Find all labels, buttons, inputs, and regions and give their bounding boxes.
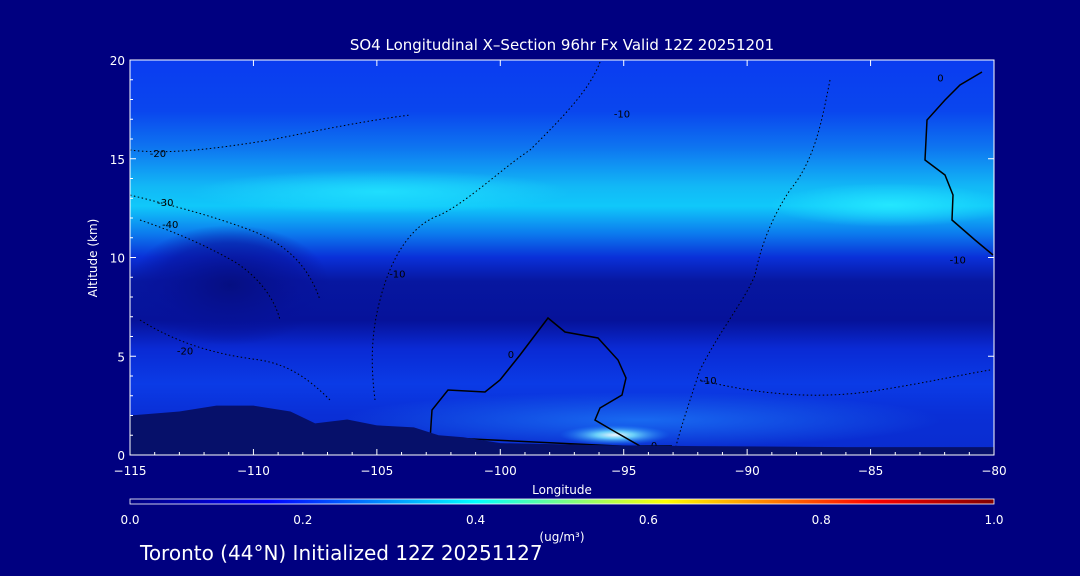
y-axis-label: Altitude (km) [86, 219, 100, 298]
x-tick-label: −95 [611, 464, 636, 478]
isotherm-minus30 [130, 194, 321, 301]
y-tick-label: 10 [110, 252, 125, 266]
contour-label: -40 [162, 220, 178, 231]
x-tick-label: −100 [484, 464, 517, 478]
y-tick-label: 15 [110, 153, 125, 167]
terrain-profile [130, 405, 994, 455]
footer-caption: Toronto (44°N) Initialized 12Z 20251127 [140, 541, 543, 565]
colorbar-tick-label: 1.0 [984, 513, 1003, 527]
x-tick-label: −105 [360, 464, 393, 478]
x-tick-label: −85 [858, 464, 883, 478]
contour-label: -20 [150, 149, 166, 160]
y-tick-label: 20 [110, 54, 125, 68]
colorbar-tick-label: 0.0 [120, 513, 139, 527]
colorbar [129, 498, 995, 505]
contour-label: 0 [508, 350, 514, 361]
colorbar-tick-label: 0.6 [639, 513, 658, 527]
contour-label: -30 [157, 198, 173, 209]
colorbar-tick-label: 0.4 [466, 513, 485, 527]
y-axis: 0 5 10 15 20 [110, 54, 994, 463]
isotherm-east-lower [699, 369, 991, 396]
surface-hot-spot [560, 425, 670, 445]
x-axis: −115 −110 −105 −100 −95 −90 −85 −80 [114, 60, 1007, 478]
contour-label: -10 [389, 269, 405, 280]
contour-label: -10 [950, 255, 966, 266]
x-axis-label: Longitude [532, 483, 592, 497]
colorbar-tick-label: 0.2 [293, 513, 312, 527]
upper-cyan-west [190, 170, 570, 214]
colorbar-ticks: 0.0 0.2 0.4 0.6 0.8 1.0 [120, 513, 1003, 527]
upper-cyan-east [770, 183, 994, 227]
x-tick-label: −80 [981, 464, 1006, 478]
contour-labels: -20-30-40-10-10-10-20-10000 [150, 74, 966, 452]
colorbar-unit: (ug/m³) [539, 530, 584, 544]
chart-title: SO4 Longitudinal X–Section 96hr Fx Valid… [350, 36, 774, 54]
concentration-field: -20-30-40-10-10-10-20-10000 [130, 60, 994, 455]
west-dark-core [130, 225, 330, 345]
x-tick-label: −115 [114, 464, 147, 478]
contour-label: -10 [700, 376, 716, 387]
isotherm-minus40 [139, 219, 281, 321]
x-tick-label: −90 [734, 464, 759, 478]
y-tick-label: 5 [117, 350, 125, 364]
contour-label: -10 [614, 109, 630, 120]
x-tick-label: −110 [237, 464, 270, 478]
contour-label: -20 [177, 346, 193, 357]
y-tick-label: 0 [117, 449, 125, 463]
isotherm-minus20-upper [130, 114, 411, 153]
surface-blue-band [340, 392, 940, 448]
contour-label: 0 [937, 74, 943, 85]
colorbar-tick-label: 0.8 [812, 513, 831, 527]
zero-isotherm-east [924, 71, 994, 256]
isotherm-minus10-west [371, 61, 601, 401]
temperature-contours [130, 61, 991, 451]
